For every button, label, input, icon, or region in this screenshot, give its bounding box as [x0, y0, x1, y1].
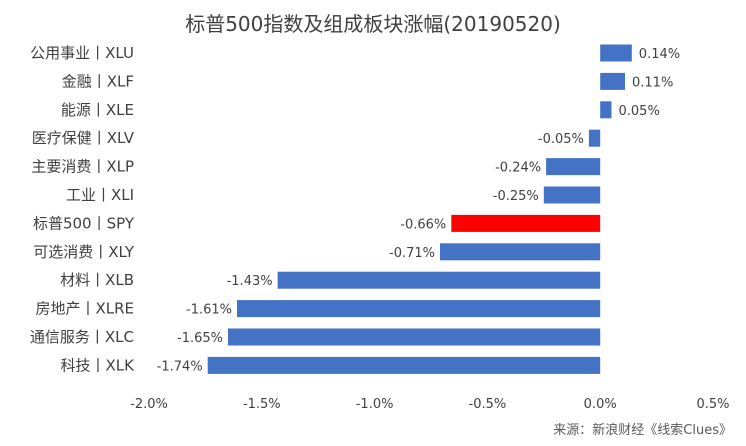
- category-label: 科技丨XLK: [61, 356, 136, 374]
- x-tick-label: 0.5%: [696, 397, 729, 412]
- category-label: 可选消费丨XLY: [33, 243, 135, 261]
- category-label: 房地产丨XLRE: [35, 300, 134, 318]
- data-label: -0.25%: [493, 189, 539, 204]
- bar: [600, 72, 625, 90]
- bar: [451, 214, 601, 232]
- bar: [600, 44, 632, 62]
- bar: [440, 243, 601, 261]
- bar: [277, 271, 601, 289]
- data-label: -1.65%: [177, 331, 223, 346]
- data-label: -0.71%: [389, 246, 435, 261]
- data-label: 0.11%: [632, 75, 673, 90]
- bar: [588, 129, 601, 147]
- category-label: 金融丨XLF: [62, 72, 134, 90]
- bar: [237, 300, 601, 318]
- bar: [543, 186, 601, 204]
- data-label: -1.74%: [157, 359, 203, 374]
- x-tick-label: -1.5%: [243, 397, 281, 412]
- x-tick-label: -0.5%: [469, 397, 507, 412]
- category-label: 公用事业丨XLU: [30, 44, 134, 62]
- chart-title: 标普500指数及组成板块涨幅(20190520): [185, 12, 561, 36]
- bar: [228, 328, 601, 346]
- category-label: 材料丨XLB: [60, 271, 134, 289]
- x-tick-label: 0.0%: [584, 397, 617, 412]
- bar: [600, 101, 612, 119]
- data-label: -0.05%: [538, 132, 584, 147]
- data-label: -0.66%: [400, 217, 446, 232]
- data-label: -1.61%: [186, 303, 232, 318]
- category-label: 通信服务丨XLC: [30, 328, 134, 346]
- data-label: 0.05%: [619, 104, 660, 119]
- data-label: 0.14%: [639, 47, 680, 62]
- category-label: 工业丨XLI: [66, 186, 134, 204]
- x-tick-label: -1.0%: [356, 397, 394, 412]
- x-tick-label: -2.0%: [130, 397, 168, 412]
- category-label: 医疗保健丨XLV: [32, 129, 135, 147]
- category-label: 能源丨XLE: [61, 101, 134, 119]
- source-note: 来源：新浪财经《线索Clues》: [553, 423, 732, 438]
- category-label: 标普500丨SPY: [33, 214, 135, 232]
- bar: [207, 356, 601, 374]
- category-label: 主要消费丨XLP: [31, 158, 134, 176]
- data-label: -1.43%: [227, 274, 273, 289]
- data-label: -0.24%: [495, 161, 541, 176]
- bar: [546, 158, 601, 176]
